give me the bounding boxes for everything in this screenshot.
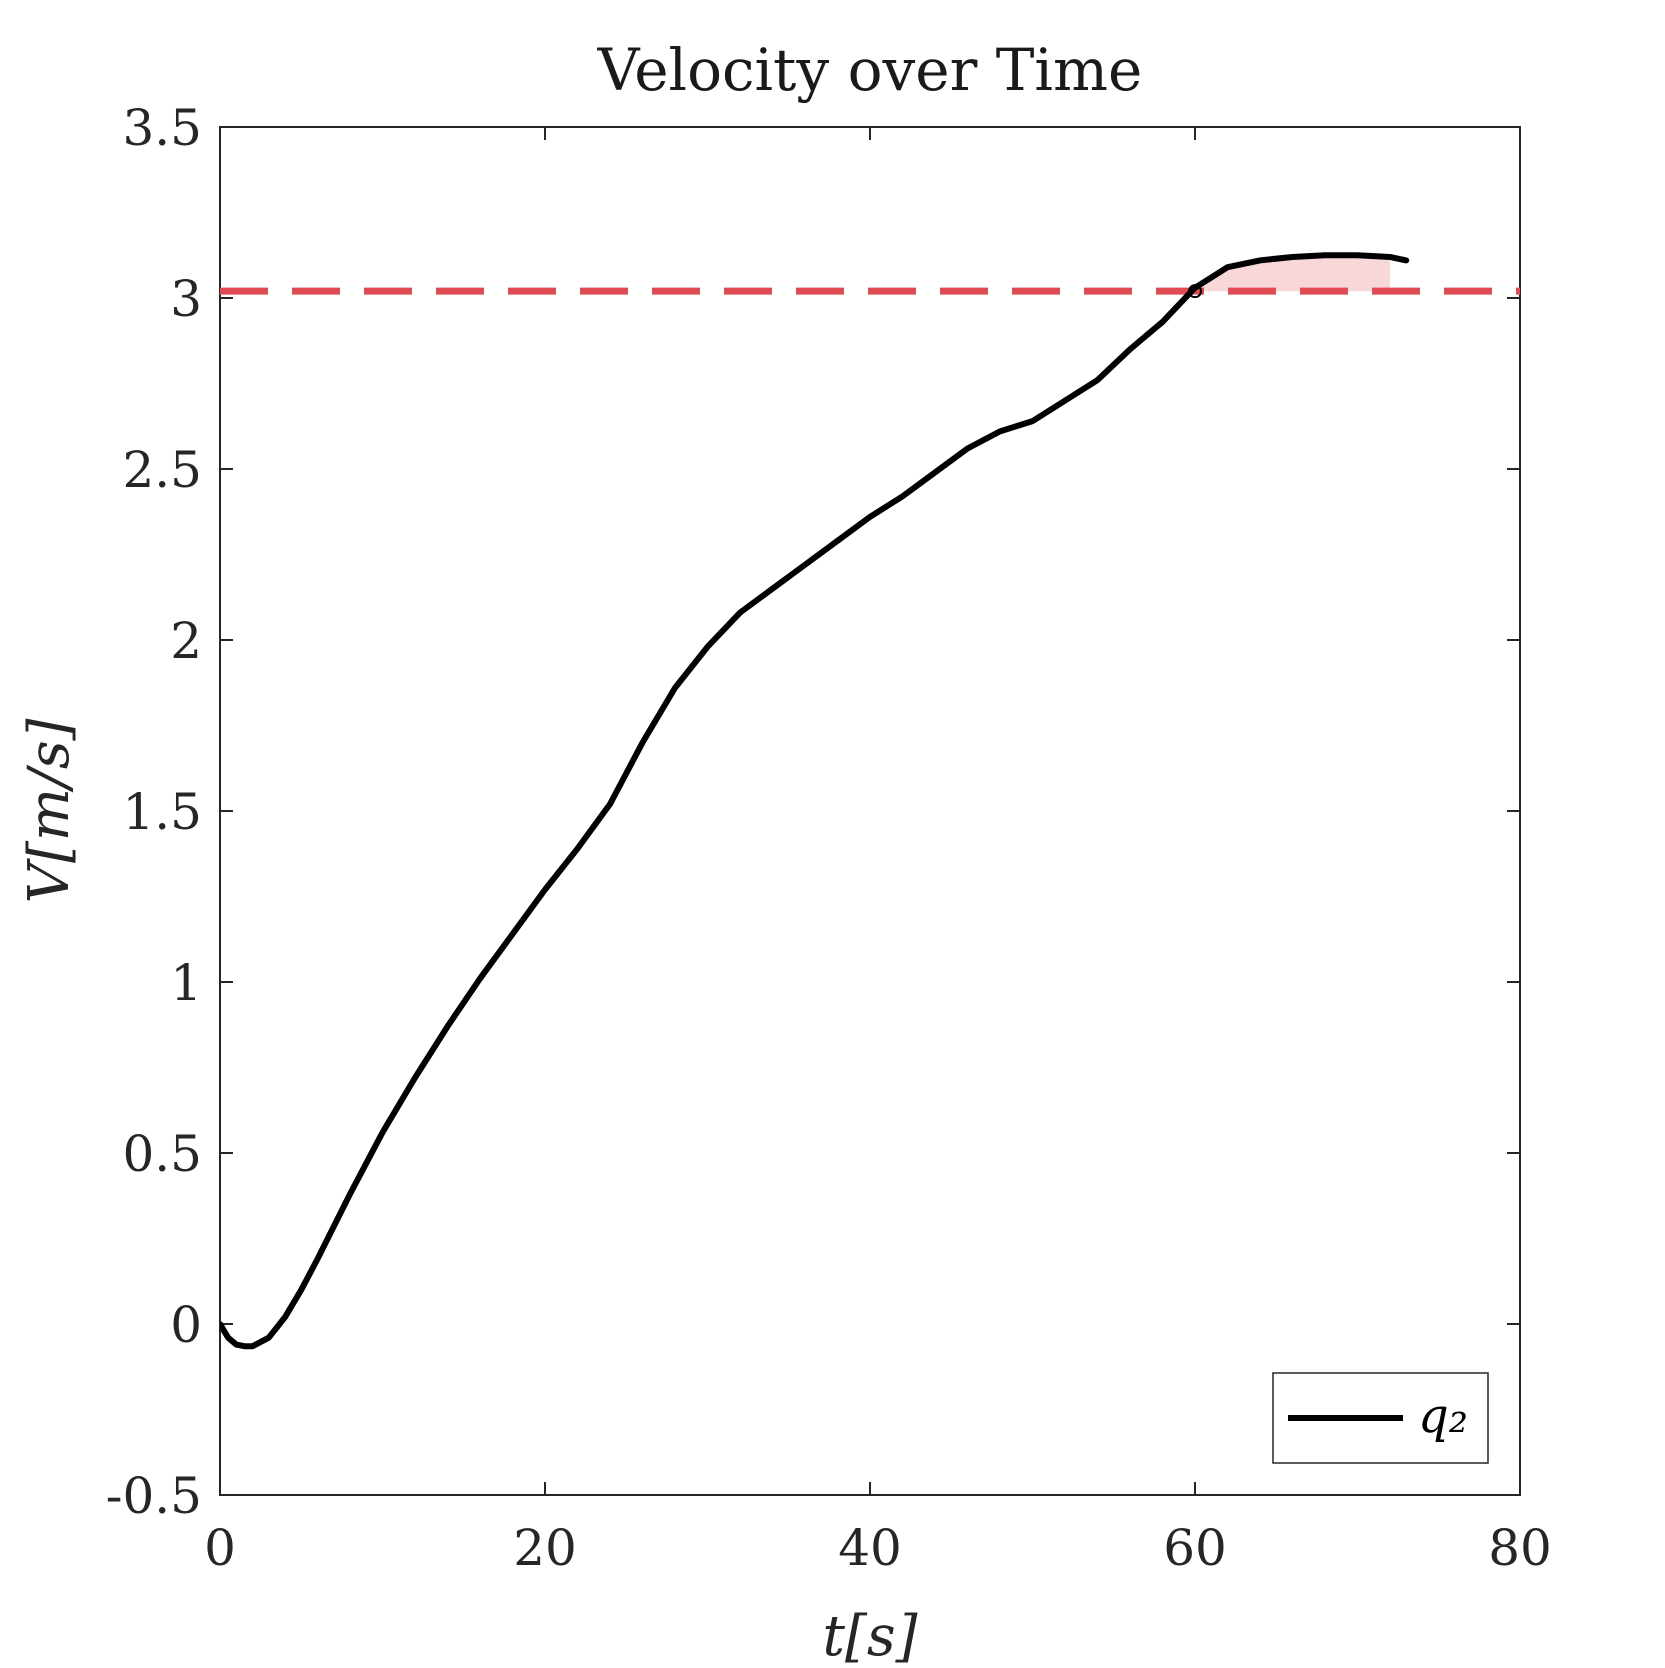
y-tick-label: 0.5 <box>122 1125 202 1183</box>
plot-area <box>219 126 1521 1496</box>
y-tick-label: 1 <box>170 954 202 1012</box>
chart-title: Velocity over Time <box>597 36 1143 104</box>
x-tick-label: 0 <box>204 1519 236 1577</box>
x-axis-label: t[s] <box>823 1604 918 1668</box>
series-line-q2 <box>220 252 1410 1350</box>
legend: q₂ <box>1272 1372 1489 1464</box>
tick-marks <box>219 126 1521 1496</box>
x-tick-label: 20 <box>513 1519 577 1577</box>
y-tick-labels: -0.5 0 0.5 1 1.5 2 2.5 3 3.5 <box>106 99 202 1525</box>
y-tick-label: 3.5 <box>122 99 202 157</box>
y-tick-label: -0.5 <box>106 1467 202 1525</box>
x-tick-labels: 0 20 40 60 80 <box>204 1519 1552 1577</box>
y-tick-label: 2.5 <box>122 441 202 499</box>
x-tick-label: 60 <box>1163 1519 1227 1577</box>
legend-label-q2: q₂ <box>1418 1388 1468 1444</box>
x-tick-label: 40 <box>838 1519 902 1577</box>
intersection-marker <box>1188 284 1202 299</box>
x-tick-label: 80 <box>1488 1519 1552 1577</box>
y-axis-label: V[m/s] <box>17 718 82 903</box>
y-tick-label: 3 <box>170 270 202 328</box>
plot-content <box>220 252 1520 1350</box>
y-tick-label: 0 <box>170 1296 202 1354</box>
y-tick-label: 1.5 <box>122 783 202 841</box>
y-tick-label: 2 <box>170 612 202 670</box>
